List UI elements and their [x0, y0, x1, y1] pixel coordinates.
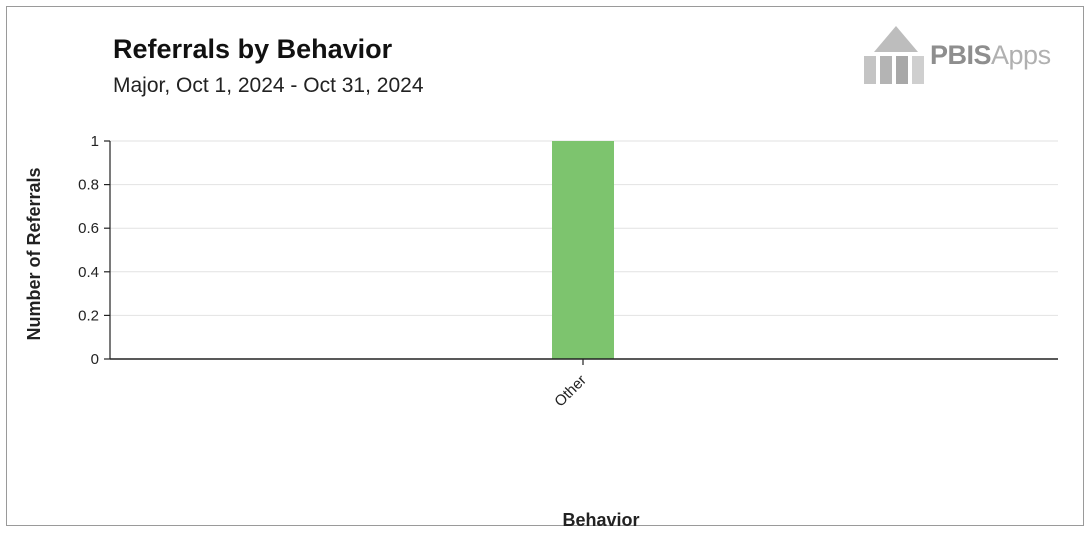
y-tick-label: 1	[91, 133, 99, 150]
y-tick-label: 0	[91, 351, 99, 368]
y-axis-title: Number of Referrals	[24, 167, 44, 340]
y-tick-label: 0.4	[78, 264, 99, 281]
y-tick-label: 0.2	[78, 307, 99, 324]
y-tick-label: 0.6	[78, 220, 99, 237]
y-tick-label: 0.8	[78, 177, 99, 194]
bar	[552, 141, 614, 359]
chart-title: Referrals by Behavior	[113, 34, 393, 64]
chart-panel	[6, 6, 1084, 526]
chart-subtitle: Major, Oct 1, 2024 - Oct 31, 2024	[113, 74, 424, 97]
x-axis-title: Behavior	[562, 510, 639, 530]
pbisapps-logo-text: PBISApps	[930, 40, 1051, 70]
x-tick-label: Other	[551, 372, 590, 411]
pbis-building-icon	[864, 26, 924, 84]
